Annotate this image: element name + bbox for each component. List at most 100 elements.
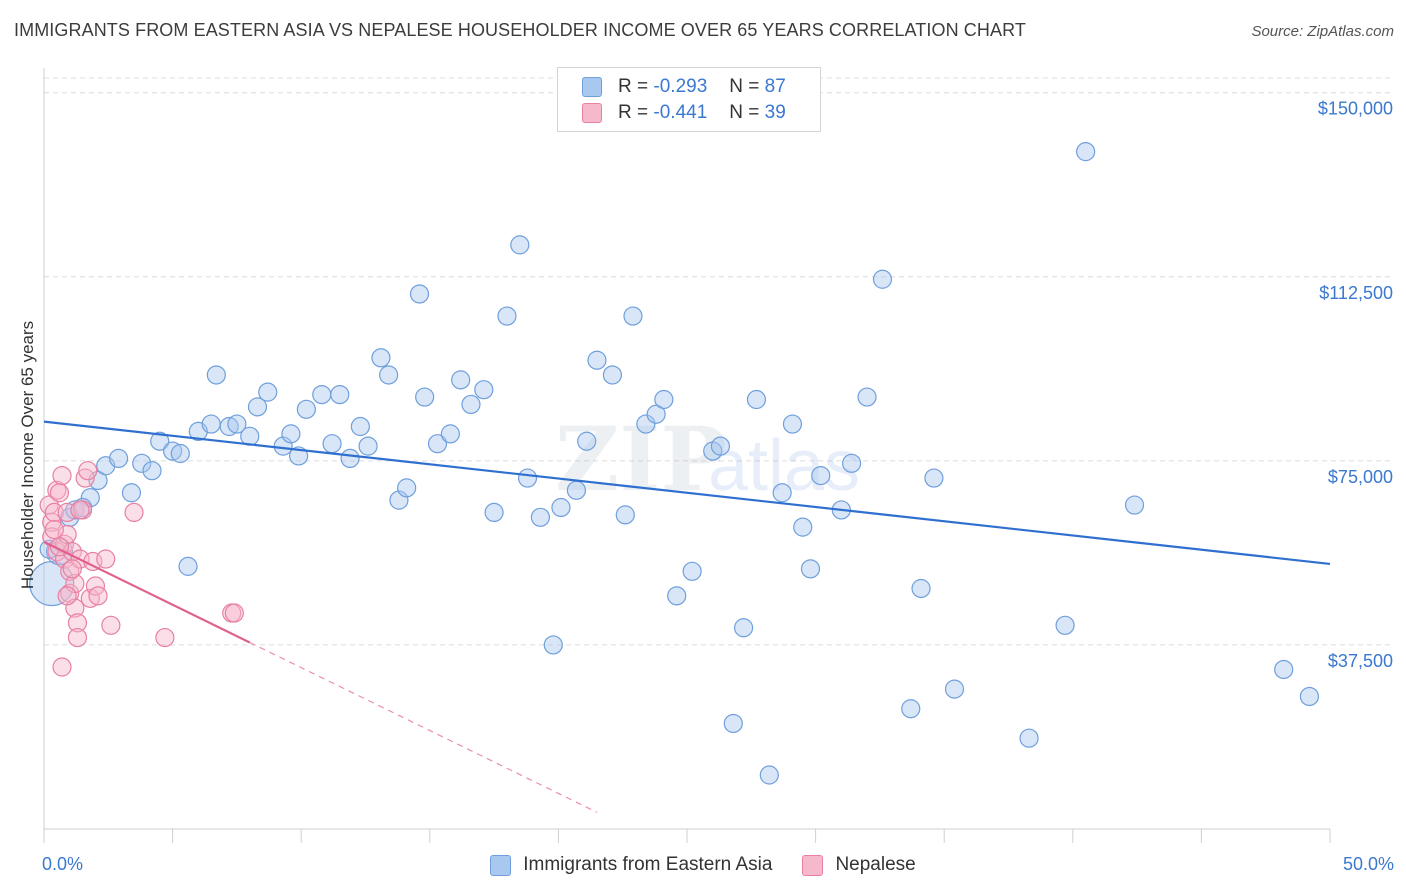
data-point [379, 365, 399, 385]
y-tick-label: $150,000 [1318, 99, 1393, 119]
swatch-blue [582, 77, 602, 97]
data-point [551, 497, 571, 518]
chart-source: Source: ZipAtlas.com [1251, 23, 1394, 40]
data-point [646, 404, 666, 424]
series-eastern-asia [29, 142, 1320, 785]
data-point [1299, 686, 1320, 707]
y-tick-label: $75,000 [1328, 467, 1393, 487]
data-point [484, 502, 504, 523]
swatch-blue [490, 854, 512, 876]
data-point [312, 384, 332, 405]
data-point [142, 461, 162, 481]
legend-label: Nepalese [835, 854, 916, 875]
data-point [227, 414, 247, 434]
data-point [811, 465, 831, 486]
legend-n-label: N = [729, 76, 760, 97]
data-point [615, 505, 635, 525]
gridlines [44, 77, 1392, 646]
data-point [101, 615, 121, 635]
data-point [371, 348, 391, 368]
data-point [474, 380, 494, 400]
data-point [451, 370, 471, 390]
data-point [389, 490, 409, 510]
y-axis-label: Householder Income Over 65 years [18, 320, 37, 590]
data-point [65, 500, 85, 520]
data-point [517, 468, 538, 488]
data-point [108, 448, 129, 469]
trend-line-eastern-asia [43, 420, 1331, 566]
data-point [409, 284, 430, 304]
data-point [78, 461, 98, 481]
data-point [654, 389, 674, 410]
data-point [397, 478, 417, 498]
axes [43, 68, 1331, 843]
data-point [132, 453, 152, 473]
data-point [623, 306, 643, 326]
data-point [178, 556, 198, 576]
data-point [70, 500, 90, 520]
data-point [80, 588, 100, 608]
data-point [57, 586, 77, 606]
data-point [723, 713, 743, 734]
data-point [67, 627, 88, 648]
trend-line-nepalese-extension [249, 641, 598, 813]
data-point [602, 365, 623, 385]
data-point [121, 483, 142, 503]
data-point [163, 441, 183, 461]
data-point [96, 549, 116, 569]
data-point [88, 586, 108, 606]
legend-r-label: R = [618, 76, 649, 97]
data-point [759, 765, 779, 785]
data-point [842, 453, 862, 473]
data-point [800, 559, 821, 579]
data-point [340, 448, 360, 469]
data-point [924, 468, 944, 488]
data-point [330, 384, 350, 405]
data-point [289, 446, 309, 466]
legend-row-nepalese: R = -0.441 N = 39 [582, 101, 786, 125]
data-point [636, 414, 656, 434]
y-tick-label: $112,500 [1319, 283, 1393, 303]
legend-n-value: 87 [764, 76, 786, 97]
trend-line-nepalese [43, 540, 251, 644]
data-point [782, 414, 803, 434]
data-point [733, 618, 754, 638]
data-point [322, 434, 342, 454]
y-tick-label: $37,500 [1328, 651, 1393, 671]
data-point [510, 235, 530, 255]
data-point [577, 431, 597, 451]
data-point [65, 573, 85, 594]
data-point [587, 350, 607, 370]
series-nepalese [39, 461, 244, 677]
data-point [62, 559, 82, 579]
data-point [543, 635, 563, 655]
series-legend: Immigrants from Eastern Asia Nepalese [0, 852, 1406, 878]
x-tick-label-max: 50.0% [1343, 854, 1394, 874]
data-point [67, 613, 88, 633]
data-point [247, 397, 268, 417]
watermark-atlas: atlas [708, 426, 860, 506]
data-point [52, 465, 72, 486]
data-point [170, 443, 190, 464]
legend-stats: R = -0.293 N = 87 R = -0.441 N = 39 [557, 67, 821, 132]
data-point [1019, 728, 1039, 748]
data-point [944, 679, 965, 699]
data-point [57, 524, 77, 545]
data-point [65, 598, 85, 618]
legend-r-value: -0.293 [653, 76, 708, 97]
y-tick-labels: $37,500 $75,000 $112,500 $150,000 [1318, 99, 1393, 671]
data-point [155, 627, 175, 648]
data-point [296, 399, 316, 419]
data-point [793, 517, 813, 537]
data-point [258, 382, 278, 402]
data-point [60, 583, 80, 603]
data-point [415, 387, 435, 407]
data-point [281, 424, 301, 444]
data-point [667, 586, 687, 606]
data-point [350, 416, 370, 437]
data-point [44, 519, 64, 540]
legend-n-label: N = [729, 102, 760, 123]
data-point [224, 603, 244, 623]
trend-lines [43, 420, 1331, 813]
data-point [427, 434, 448, 454]
